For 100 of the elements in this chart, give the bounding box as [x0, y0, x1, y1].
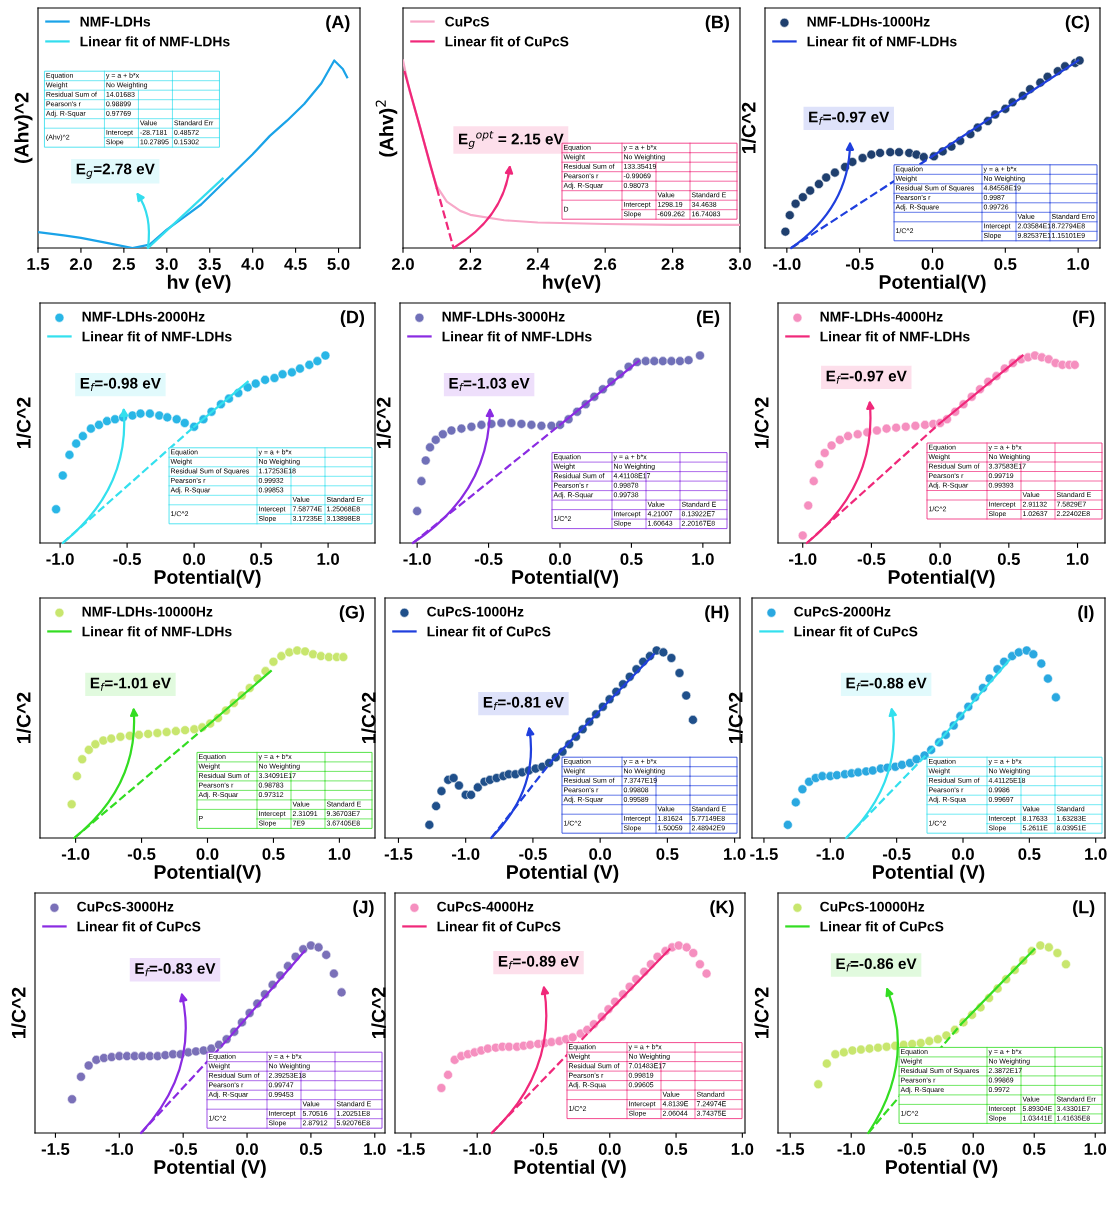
x-tick-label: 0.5: [250, 553, 273, 565]
x-tick-label: -0.5: [882, 848, 911, 860]
annotation: E$_{f}$=-1.01 eV: [90, 677, 171, 691]
x-tick-label: 3.0: [155, 258, 178, 270]
x-tick-label: -1.5: [750, 848, 778, 860]
chart-title: (E): [696, 310, 720, 328]
x-tick-label: 0.5: [997, 553, 1020, 565]
annotation: E$_{f}$=-0.86 eV: [836, 958, 917, 972]
y-axis-title: 1/C^2: [754, 987, 769, 1038]
x-tick-label: 5.0: [327, 258, 350, 270]
x-tick-label: 1.0: [1085, 848, 1107, 860]
y-axis-title: 1/C^2: [16, 692, 31, 743]
x-tick-label: 1.0: [1066, 553, 1089, 565]
chart-title: (A): [326, 15, 350, 33]
x-tick-label: -1.0: [773, 258, 801, 270]
x-tick-label: -1.0: [105, 1143, 133, 1155]
x-tick-label: 1.0: [692, 553, 714, 565]
x-axis-title: Potential (V): [886, 1159, 998, 1178]
x-tick-label: 0.5: [299, 1143, 323, 1155]
legend-label: Linear fit of NMF-LDHs: [442, 331, 592, 342]
x-tick-label: 1.5: [27, 258, 50, 270]
chart-title: (H): [705, 605, 729, 623]
legend-label: NMF-LDHs-2000Hz: [82, 311, 205, 322]
x-axis-title: Potential(V): [888, 569, 995, 588]
annotation: E$_{f}$=-0.98 eV: [80, 377, 161, 392]
x-tick-label: -1.0: [816, 848, 844, 860]
x-tick-label: 0.0: [598, 1143, 621, 1155]
x-axis-title: Potential (V): [154, 1159, 266, 1178]
legend-label: Linear fit of NMF-LDHs: [82, 626, 232, 637]
x-tick-label: 1.0: [364, 1143, 386, 1155]
x-tick-label: 1.0: [328, 848, 351, 860]
x-axis-title: Potential (V): [514, 1159, 626, 1178]
legend-label: CuPcS-2000Hz: [794, 606, 891, 617]
x-tick-label: -0.5: [519, 848, 547, 860]
annotation: E$_{g}$$^{opt}$ = 2.15 eV: [459, 130, 564, 149]
x-tick-label: 0.0: [236, 1143, 258, 1155]
chart-title: (C): [1065, 15, 1090, 33]
x-tick-label: -0.5: [857, 553, 886, 565]
x-tick-label: 0.5: [262, 848, 285, 860]
chart-title: (I): [1078, 605, 1094, 623]
annotation: E$_{f}$=-0.97 eV: [809, 111, 890, 125]
legend-label: Linear fit of CuPcS: [794, 626, 918, 637]
x-tick-label: 1.0: [731, 1143, 754, 1155]
legend-label: Linear fit of CuPcS: [427, 626, 551, 637]
x-tick-label: 0.0: [962, 1143, 985, 1155]
x-tick-label: 2.6: [594, 258, 617, 270]
annotation: E$_{f}$=-0.89 eV: [498, 955, 579, 970]
x-tick-label: 2.5: [112, 258, 135, 270]
x-tick-label: -0.5: [529, 1143, 558, 1155]
x-axis-title: Potential (V): [507, 864, 619, 883]
legend-label: CuPcS: [445, 16, 489, 27]
x-axis-title: hv (eV): [167, 274, 231, 293]
x-tick-label: 0.0: [549, 553, 571, 565]
legend-label: CuPcS-3000Hz: [77, 901, 174, 912]
x-tick-label: -0.5: [898, 1143, 927, 1155]
y-axis-title: 1/C^2: [376, 397, 391, 448]
x-tick-label: 0.0: [183, 553, 205, 565]
legend-label: Linear fit of NMF-LDHs: [82, 331, 232, 342]
legend-label: Linear fit of CuPcS: [445, 36, 569, 47]
legend-label: NMF-LDHs-10000Hz: [82, 606, 213, 617]
x-tick-label: 2.0: [391, 258, 414, 270]
x-tick-label: 0.0: [921, 258, 944, 270]
x-tick-label: 0.0: [929, 553, 952, 565]
legend-label: NMF-LDHs-4000Hz: [820, 311, 943, 322]
legend-label: CuPcS-10000Hz: [820, 901, 925, 912]
chart-title: (F): [1073, 310, 1095, 328]
x-tick-label: 1.0: [1084, 1143, 1107, 1155]
x-tick-label: 4.5: [284, 258, 307, 270]
legend-label: NMF-LDHs-1000Hz: [807, 16, 930, 27]
x-tick-label: 0.5: [1018, 848, 1041, 860]
y-axis-title: 1/C^2: [361, 692, 376, 743]
x-axis-title: Potential(V): [879, 274, 986, 293]
legend-label: Linear fit of CuPcS: [820, 921, 944, 932]
y-axis-title: 1/C^2: [16, 397, 31, 448]
x-tick-label: 2.2: [459, 258, 482, 270]
x-tick-label: -0.5: [113, 553, 141, 565]
x-tick-label: 0.0: [589, 848, 612, 860]
chart-title: (D): [340, 310, 365, 328]
x-tick-label: 0.5: [620, 553, 643, 565]
x-tick-label: -1.0: [451, 848, 480, 860]
chart-title: (L): [1073, 900, 1095, 918]
x-tick-label: 0.0: [196, 848, 219, 860]
legend-label: Linear fit of CuPcS: [437, 921, 561, 932]
x-tick-label: -1.5: [384, 848, 413, 860]
x-tick-label: 1.0: [317, 553, 339, 565]
x-tick-label: 0.5: [656, 848, 679, 860]
legend-label: CuPcS-4000Hz: [437, 901, 534, 912]
x-tick-label: -1.0: [61, 848, 90, 860]
chart-title: (K): [710, 900, 734, 918]
x-tick-label: -0.5: [169, 1143, 198, 1155]
y-axis-title: 1/C^2: [11, 987, 26, 1038]
x-tick-label: -0.5: [845, 258, 874, 270]
annotation: E$_{f}$=-0.83 eV: [135, 963, 216, 977]
x-tick-label: 2.0: [69, 258, 92, 270]
legend-label: NMF-LDHs: [80, 16, 151, 27]
x-tick-label: 3.0: [728, 258, 751, 270]
x-axis-title: Potential(V): [154, 569, 261, 588]
annotation: E$_{g}$=2.78 eV: [76, 163, 155, 179]
legend-label: Linear fit of NMF-LDHs: [807, 36, 957, 47]
annotation: E$_{f}$=-0.81 eV: [483, 696, 564, 711]
